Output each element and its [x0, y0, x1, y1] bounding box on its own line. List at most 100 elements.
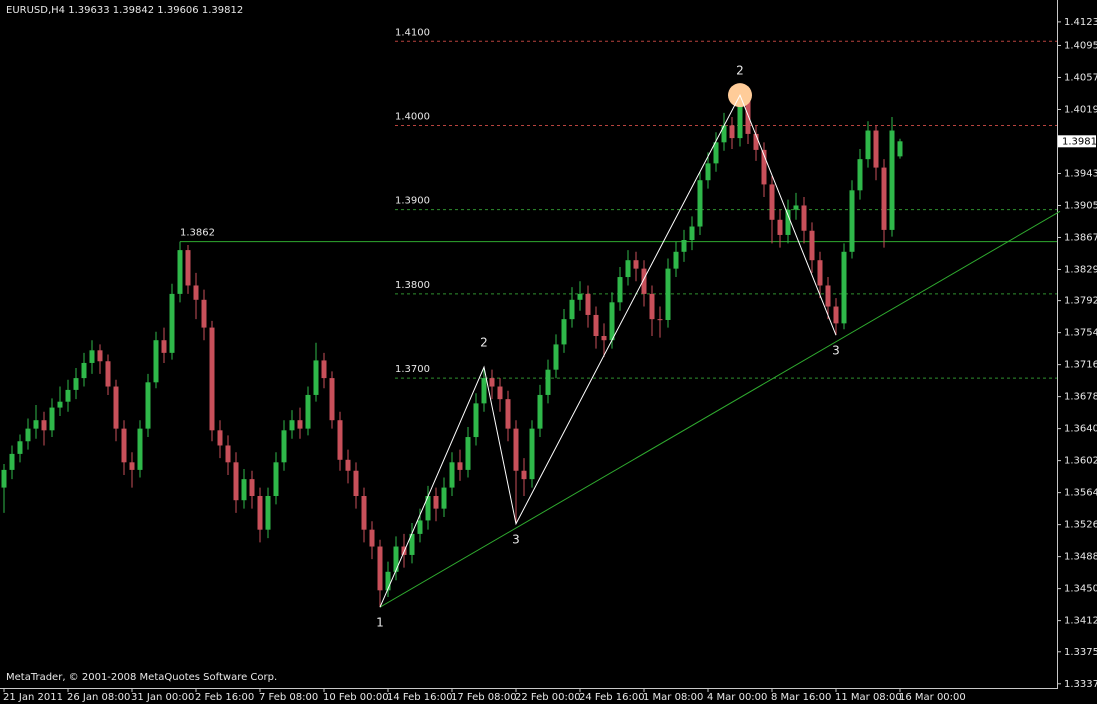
- candle-body: [89, 350, 95, 363]
- y-tick-label: 1.36400: [1064, 424, 1097, 435]
- candle-body: [697, 180, 703, 227]
- candle-body: [689, 226, 695, 240]
- candle-body: [169, 293, 175, 353]
- candle-body: [865, 130, 871, 160]
- x-tick-label: 14 Feb 16:00: [387, 692, 453, 703]
- candle-body: [793, 205, 799, 210]
- x-tick-label: 1 Mar 08:00: [643, 692, 703, 703]
- candle-body: [513, 428, 519, 471]
- level-label: 1.3700: [395, 364, 430, 375]
- candle-body: [673, 251, 679, 269]
- candle-body: [753, 133, 759, 150]
- candle-body: [73, 378, 79, 390]
- y-tick-label: 1.40190: [1064, 104, 1097, 115]
- y-tick-label: 1.40950: [1064, 40, 1097, 51]
- x-tick-label: 17 Feb 08:00: [451, 692, 517, 703]
- candle-body: [817, 260, 823, 286]
- candle-body: [265, 496, 271, 530]
- candle-body: [417, 520, 423, 534]
- candle-body: [153, 340, 159, 383]
- candle-body: [649, 293, 655, 320]
- candle-body: [441, 487, 447, 509]
- candle-body: [41, 420, 47, 431]
- candle-body: [81, 362, 87, 379]
- candle-body: [377, 546, 383, 591]
- candle-body: [337, 420, 343, 460]
- y-tick-label: 1.33370: [1064, 679, 1097, 690]
- y-tick-label: 1.34120: [1064, 616, 1097, 627]
- candle-body: [209, 327, 215, 431]
- candle-body: [665, 268, 671, 320]
- level-label: 1.3800: [395, 280, 430, 291]
- wave-label: 2: [736, 64, 744, 78]
- candle-body: [49, 407, 55, 431]
- candle-body: [369, 529, 375, 547]
- x-tick-label: 8 Mar 16:00: [771, 692, 831, 703]
- candle-body: [233, 462, 239, 501]
- candle-body: [25, 428, 31, 442]
- candle-body: [329, 378, 335, 421]
- wave-label: 3: [832, 344, 840, 358]
- candle-body: [777, 219, 783, 235]
- y-tick-label: 1.39050: [1064, 200, 1097, 211]
- candle-body: [33, 420, 39, 429]
- y-tick-label: 1.34500: [1064, 584, 1097, 595]
- candle-body: [481, 378, 487, 404]
- candle-body: [201, 299, 207, 328]
- candle-body: [881, 167, 887, 230]
- candle-body: [521, 470, 527, 480]
- candle-body: [873, 130, 879, 168]
- candle-body: [97, 350, 103, 362]
- candle-body: [297, 420, 303, 429]
- candle-body: [353, 470, 359, 496]
- y-tick-label: 1.33750: [1064, 647, 1097, 658]
- price-label: 1.39812: [1062, 136, 1097, 147]
- y-tick-label: 1.35260: [1064, 520, 1097, 531]
- candle-body: [289, 420, 295, 431]
- candle-body: [729, 125, 735, 139]
- candle-body: [249, 479, 255, 496]
- candle-body: [489, 378, 495, 387]
- candle-body: [553, 344, 559, 370]
- candle-body: [225, 445, 231, 463]
- candle-body: [409, 533, 415, 555]
- x-tick-label: 26 Jan 08:00: [67, 692, 130, 703]
- candle-body: [65, 389, 71, 402]
- y-tick-label: 1.34880: [1064, 552, 1097, 563]
- y-tick-label: 1.38670: [1064, 232, 1097, 243]
- candle-body: [745, 100, 751, 134]
- candle-body: [113, 386, 119, 429]
- candle-body: [593, 314, 599, 336]
- candle-body: [761, 149, 767, 185]
- x-tick-label: 24 Feb 16:00: [579, 692, 645, 703]
- x-tick-label: 16 Mar 00:00: [899, 692, 966, 703]
- candle-body: [121, 428, 127, 463]
- level-label: 1.4100: [395, 27, 430, 38]
- x-tick-label: 4 Mar 00:00: [707, 692, 767, 703]
- wave-label: 2: [480, 336, 488, 350]
- y-tick-label: 1.37920: [1064, 296, 1097, 307]
- trendline: [379, 210, 1061, 608]
- y-tick-label: 1.38290: [1064, 264, 1097, 275]
- candle-body: [321, 360, 327, 379]
- x-tick-label: 22 Feb 00:00: [515, 692, 581, 703]
- candle-body: [241, 479, 247, 501]
- candle-body: [217, 430, 223, 446]
- candle-body: [833, 306, 839, 324]
- candle-body: [577, 293, 583, 300]
- candle-body: [545, 369, 551, 395]
- candle-body: [713, 142, 719, 164]
- x-tick-label: 31 Jan 00:00: [131, 692, 194, 703]
- level-label: 1.4000: [395, 111, 430, 122]
- candle-body: [609, 302, 615, 341]
- candle-body: [57, 401, 63, 408]
- candle-body: [505, 399, 511, 429]
- candle-body: [385, 571, 391, 591]
- y-tick-label: 1.35640: [1064, 488, 1097, 499]
- candle-body: [601, 336, 607, 341]
- candle-body: [313, 360, 319, 395]
- candle-body: [361, 496, 367, 530]
- x-tick-label: 10 Feb 00:00: [323, 692, 389, 703]
